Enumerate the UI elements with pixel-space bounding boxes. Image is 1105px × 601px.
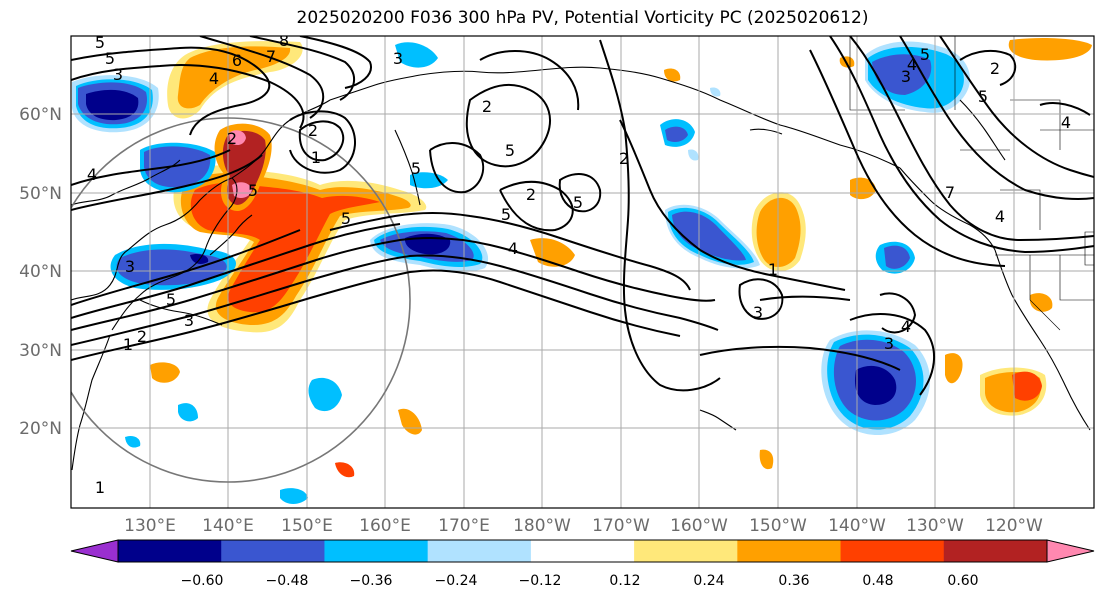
contour-label: 4 <box>209 69 219 88</box>
lon-label: 150°E <box>281 516 333 536</box>
pv-contours <box>71 36 1094 396</box>
contour-label: 2 <box>526 185 536 204</box>
contour-label: 5 <box>920 45 930 64</box>
contour-label: 5 <box>166 290 176 309</box>
contour-label: 3 <box>393 49 403 68</box>
contour-label: 3 <box>884 334 894 353</box>
contour-label: 1 <box>95 478 105 497</box>
contour-label: 5 <box>411 159 421 178</box>
colorbar-swatch <box>324 540 429 562</box>
contour-label: 3 <box>113 65 123 84</box>
lon-label: 140°E <box>202 516 254 536</box>
lat-label: 30°N <box>19 341 62 361</box>
contour-label: 2 <box>619 149 629 168</box>
colorbar-tick-label: 0.60 <box>947 573 978 589</box>
contour-label: 2 <box>227 129 237 148</box>
contour-label: 1 <box>123 335 133 354</box>
coastlines <box>71 66 1091 471</box>
lat-label: 20°N <box>19 419 62 439</box>
contour-label: 5 <box>341 209 351 228</box>
lon-label: 160°E <box>359 516 411 536</box>
lon-label: 120°W <box>985 516 1043 536</box>
colorbar-tick-label: −0.24 <box>435 573 478 589</box>
contour-label: 3 <box>901 67 911 86</box>
colorbar-swatch <box>118 540 222 562</box>
lon-label: 150°W <box>749 516 807 536</box>
colorbar-swatches <box>71 540 1094 562</box>
contour-label: 7 <box>945 183 955 202</box>
colorbar-swatch <box>221 540 325 562</box>
contour-label: 4 <box>1061 113 1071 132</box>
lat-label: 50°N <box>19 184 62 204</box>
contour-label: 6 <box>232 51 242 70</box>
colorbar-swatch <box>737 540 842 562</box>
chart-title: 2025020200 F036 300 hPa PV, Potential Vo… <box>296 8 869 28</box>
contour-label: 2 <box>482 97 492 116</box>
contour-label: 4 <box>87 165 97 184</box>
colorbar-tick-labels: −0.60 −0.48 −0.36 −0.24 −0.12 0.12 0.24 … <box>181 573 979 589</box>
gridlines <box>71 36 1094 508</box>
contour-label: 1 <box>768 260 778 279</box>
lon-label: 170°E <box>438 516 490 536</box>
range-circle <box>71 117 411 483</box>
colorbar-outline <box>117 539 1048 563</box>
lon-label: 130°E <box>124 516 176 536</box>
colorbar-tick-label: −0.36 <box>350 573 393 589</box>
contour-label: 5 <box>573 193 583 212</box>
colorbar-swatch <box>1047 540 1094 562</box>
contour-label: 2 <box>137 327 147 346</box>
lon-label: 130°W <box>906 516 964 536</box>
colorbar-swatch <box>427 540 532 562</box>
political-borders <box>849 36 1094 331</box>
contour-label: 3 <box>125 257 135 276</box>
contour-label: 4 <box>995 207 1005 226</box>
colorbar-tick-label: 0.24 <box>693 573 724 589</box>
colorbar: −0.60 −0.48 −0.36 −0.24 −0.12 0.12 0.24 … <box>70 539 1095 589</box>
colorbar-swatch <box>634 540 738 562</box>
contour-label: 5 <box>95 33 105 52</box>
contour-label: 5 <box>248 181 258 200</box>
lon-label: 160°W <box>670 516 728 536</box>
contour-label: 2 <box>308 121 318 140</box>
contour-label: 5 <box>501 205 511 224</box>
lon-label: 180°W <box>513 516 571 536</box>
colorbar-tick-label: 0.12 <box>609 573 640 589</box>
colorbar-tick-label: −0.60 <box>181 573 224 589</box>
lat-label: 40°N <box>19 262 62 282</box>
contour-label: 1 <box>311 148 321 167</box>
contour-label: 8 <box>279 31 289 50</box>
negative-anomaly-fills <box>72 41 970 504</box>
lon-label: 170°W <box>592 516 650 536</box>
map-frame <box>70 35 1095 509</box>
colorbar-tick-label: 0.48 <box>862 573 893 589</box>
contour-label: 4 <box>907 55 917 74</box>
contour-label: 7 <box>266 47 276 66</box>
contour-label: 3 <box>184 311 194 330</box>
contour-label: 4 <box>508 239 518 258</box>
longitude-labels: 130°E 140°E 150°E 160°E 170°E 180°W 170°… <box>124 516 1043 536</box>
contour-label: 4 <box>901 317 911 336</box>
lon-label: 140°W <box>828 516 886 536</box>
colorbar-tick-label: −0.12 <box>519 573 562 589</box>
colorbar-swatch <box>943 540 1048 562</box>
contour-label: 5 <box>105 49 115 68</box>
contour-label: 3 <box>753 303 763 322</box>
colorbar-swatch <box>840 540 945 562</box>
colorbar-swatch <box>71 540 118 562</box>
lat-label: 60°N <box>19 105 62 125</box>
colorbar-tick-label: 0.36 <box>778 573 809 589</box>
contour-label: 5 <box>978 87 988 106</box>
contour-label: 2 <box>990 59 1000 78</box>
colorbar-swatch <box>530 540 635 562</box>
latitude-labels: 60°N 50°N 40°N 30°N 20°N <box>19 105 62 439</box>
colorbar-tick-label: −0.48 <box>266 573 309 589</box>
contour-labels: 5 3 6 7 8 4 2 1 5 4 2 5 5 4 5 3 2 3 5 5 … <box>87 31 1071 497</box>
contour-label: 5 <box>505 141 515 160</box>
